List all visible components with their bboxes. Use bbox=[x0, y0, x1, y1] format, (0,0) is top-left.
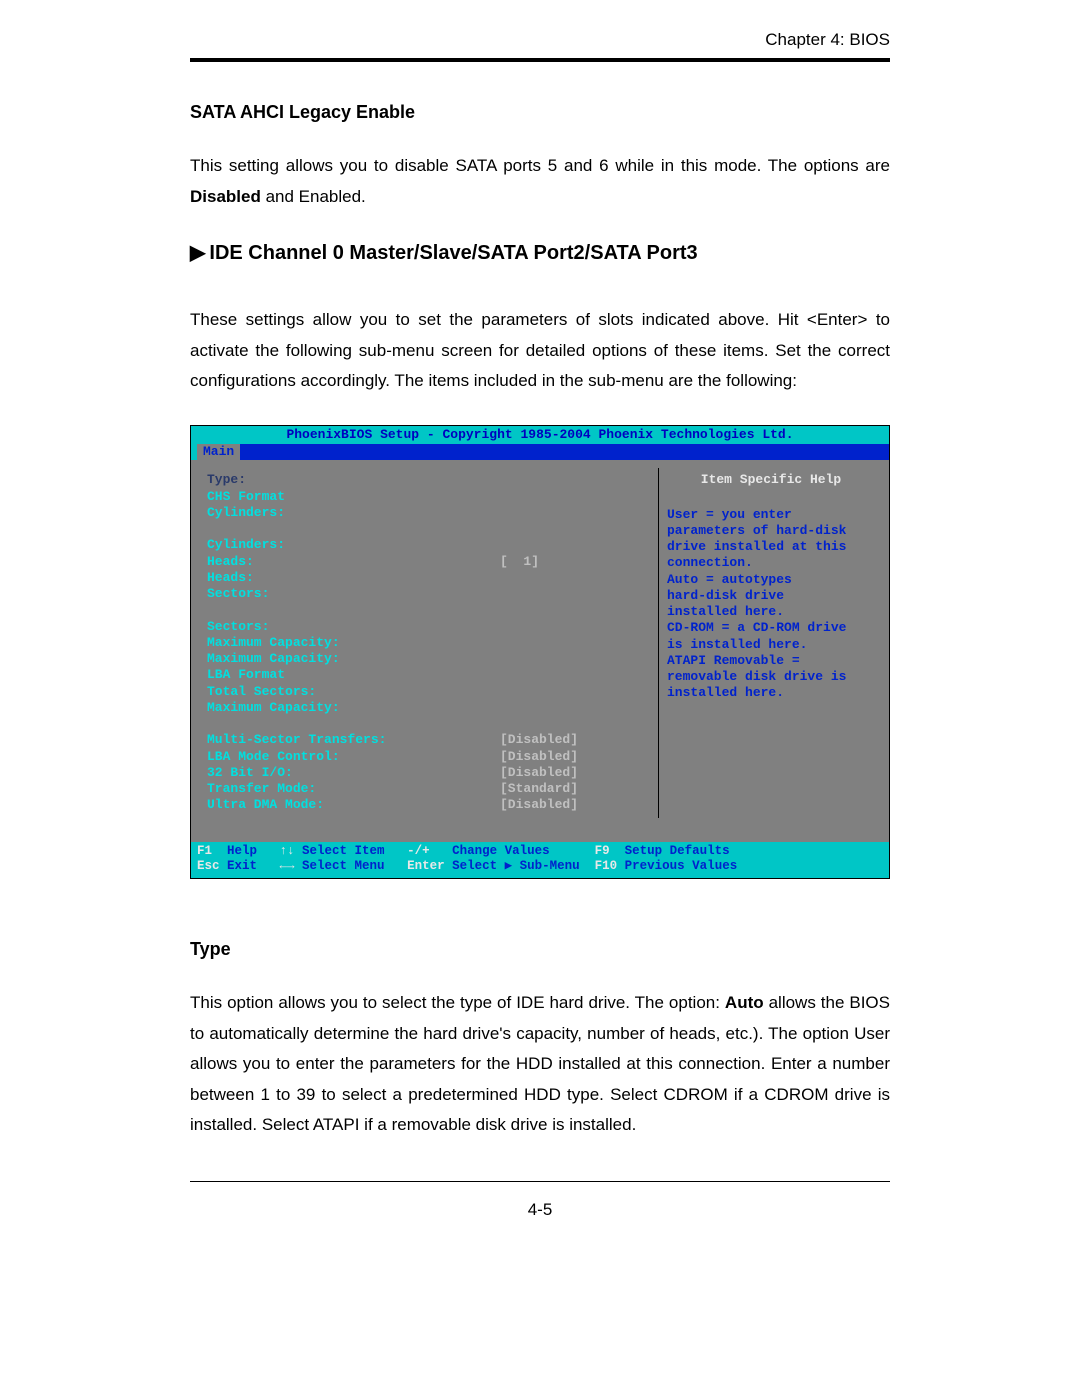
top-rule bbox=[190, 58, 890, 62]
text-bold: Auto bbox=[725, 993, 764, 1012]
bios-field-value bbox=[500, 521, 650, 537]
bios-field-value: [Disabled] bbox=[500, 749, 650, 765]
bios-field-value bbox=[500, 570, 650, 586]
bios-help-line: connection. bbox=[667, 555, 875, 571]
bios-field-label: Maximum Capacity: bbox=[207, 635, 500, 651]
para-ide-channel: These settings allow you to set the para… bbox=[190, 305, 890, 397]
text: and Enabled. bbox=[261, 187, 366, 206]
bios-field-label bbox=[207, 602, 500, 618]
heading-type: Type bbox=[190, 939, 890, 960]
bios-help-line: Auto = autotypes bbox=[667, 572, 875, 588]
bios-field-value: [Standard] bbox=[500, 781, 650, 797]
bios-field-label: Maximum Capacity: bbox=[207, 700, 500, 716]
text: This setting allows you to disable SATA … bbox=[190, 156, 890, 175]
bios-field-label: Ultra DMA Mode: bbox=[207, 797, 500, 813]
bios-field-value bbox=[500, 667, 650, 683]
bios-field-value bbox=[500, 700, 650, 716]
heading-ide-channel: ▶IDE Channel 0 Master/Slave/SATA Port2/S… bbox=[190, 240, 890, 265]
bios-field-label: Heads: bbox=[207, 570, 500, 586]
bios-tab-bar: Main bbox=[191, 444, 889, 460]
bios-help-title: Item Specific Help bbox=[667, 472, 875, 488]
bios-field-label: Total Sectors: bbox=[207, 684, 500, 700]
bios-field-label: Heads: bbox=[207, 554, 500, 570]
para-sata-ahci: This setting allows you to disable SATA … bbox=[190, 151, 890, 212]
bios-help-line: installed here. bbox=[667, 685, 875, 701]
chapter-header: Chapter 4: BIOS bbox=[190, 30, 890, 50]
bios-field-label: LBA Format bbox=[207, 667, 500, 683]
bios-field-value bbox=[500, 586, 650, 602]
bios-help-line: User = you enter bbox=[667, 507, 875, 523]
bios-field-label: Cylinders: bbox=[207, 537, 500, 553]
bios-field-value bbox=[500, 684, 650, 700]
heading-text: IDE Channel 0 Master/Slave/SATA Port2/SA… bbox=[209, 242, 697, 264]
bios-field-value: [Disabled] bbox=[500, 732, 650, 748]
bios-field-label: LBA Mode Control: bbox=[207, 749, 500, 765]
bios-field-label: Transfer Mode: bbox=[207, 781, 500, 797]
triangle-icon: ▶ bbox=[190, 240, 205, 265]
bios-field-value bbox=[500, 489, 650, 505]
bios-field-value bbox=[500, 635, 650, 651]
bios-help-line: removable disk drive is bbox=[667, 669, 875, 685]
bios-help-line: hard-disk drive bbox=[667, 588, 875, 604]
bios-field-label: Sectors: bbox=[207, 619, 500, 635]
bios-field-value bbox=[500, 602, 650, 618]
page-number: 4-5 bbox=[190, 1200, 890, 1220]
para-type: This option allows you to select the typ… bbox=[190, 988, 890, 1141]
bios-tab-main[interactable]: Main bbox=[191, 444, 240, 460]
bios-field-value bbox=[500, 537, 650, 553]
bios-field-label: Sectors: bbox=[207, 586, 500, 602]
bios-title-bar: PhoenixBIOS Setup - Copyright 1985-2004 … bbox=[191, 426, 889, 444]
text: This option allows you to select the typ… bbox=[190, 993, 725, 1012]
bios-field-label: Maximum Capacity: bbox=[207, 651, 500, 667]
bios-field-label: Type: bbox=[207, 472, 500, 488]
bios-field-value bbox=[500, 651, 650, 667]
bios-field-label: 32 Bit I/O: bbox=[207, 765, 500, 781]
bios-help-line: drive installed at this bbox=[667, 539, 875, 555]
bios-footer: F1 Help ↑↓ Select Item -/+ Change Values… bbox=[191, 842, 889, 878]
text-bold: Disabled bbox=[190, 187, 261, 206]
bios-field-value: [ 1] bbox=[500, 554, 650, 570]
bios-help-line: installed here. bbox=[667, 604, 875, 620]
bios-field-value: [Disabled] bbox=[500, 765, 650, 781]
bios-field-value: [Disabled] bbox=[500, 797, 650, 813]
text: allows the BIOS to automatically determi… bbox=[190, 993, 890, 1134]
bios-help-line: is installed here. bbox=[667, 637, 875, 653]
bios-field-label: Multi-Sector Transfers: bbox=[207, 732, 500, 748]
heading-sata-ahci: SATA AHCI Legacy Enable bbox=[190, 102, 890, 123]
bios-body: Type:CHS FormatCylinders: Cylinders:Head… bbox=[191, 460, 889, 841]
bios-help-line: parameters of hard-disk bbox=[667, 523, 875, 539]
bios-screenshot: PhoenixBIOS Setup - Copyright 1985-2004 … bbox=[190, 425, 890, 879]
bios-help-line: CD-ROM = a CD-ROM drive bbox=[667, 620, 875, 636]
bios-help-panel: Item Specific Help User = you enterparam… bbox=[658, 468, 883, 817]
bios-field-value bbox=[500, 505, 650, 521]
bios-field-value bbox=[500, 619, 650, 635]
bottom-rule bbox=[190, 1181, 890, 1182]
bios-left-panel: Type:CHS FormatCylinders: Cylinders:Head… bbox=[197, 468, 658, 817]
bios-field-label bbox=[207, 521, 500, 537]
bios-field-label: Cylinders: bbox=[207, 505, 500, 521]
bios-field-value bbox=[500, 472, 650, 488]
bios-help-line: ATAPI Removable = bbox=[667, 653, 875, 669]
bios-field-label: CHS Format bbox=[207, 489, 500, 505]
